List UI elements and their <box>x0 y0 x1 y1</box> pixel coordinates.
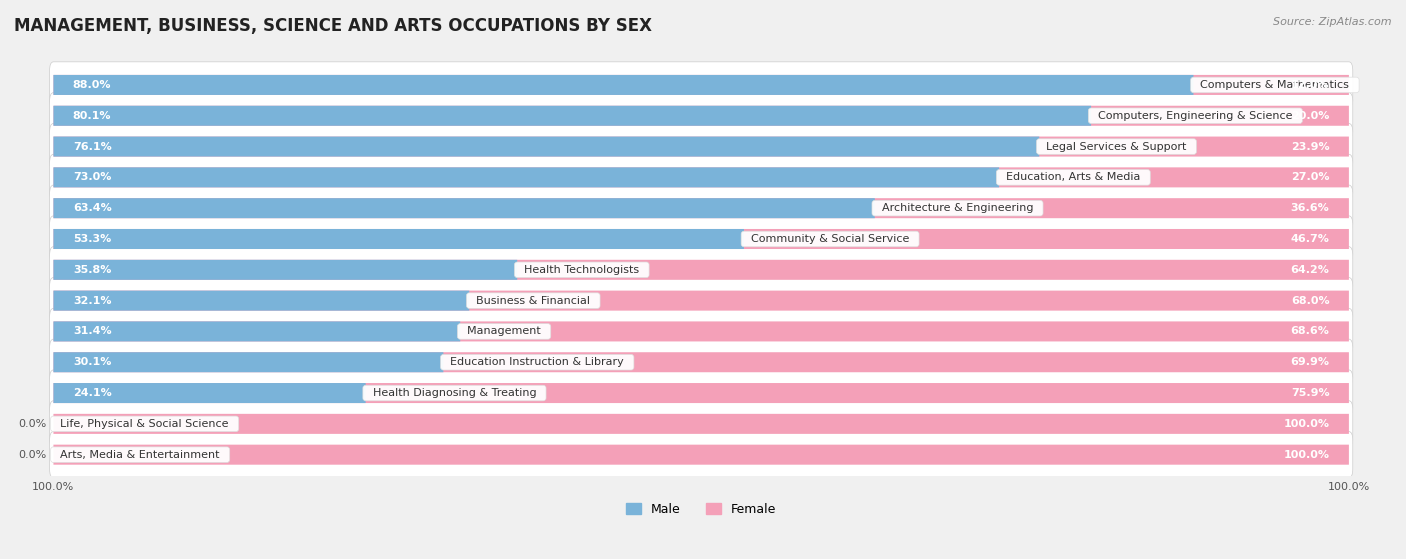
Text: Business & Financial: Business & Financial <box>470 296 598 306</box>
Text: 53.3%: 53.3% <box>73 234 111 244</box>
FancyBboxPatch shape <box>53 352 1348 372</box>
Text: 20.0%: 20.0% <box>1291 111 1330 121</box>
Legend: Male, Female: Male, Female <box>621 498 782 520</box>
Text: Computers, Engineering & Science: Computers, Engineering & Science <box>1091 111 1299 121</box>
FancyBboxPatch shape <box>53 444 1348 465</box>
FancyBboxPatch shape <box>53 383 1348 403</box>
Text: Computers & Mathematics: Computers & Mathematics <box>1194 80 1357 90</box>
Text: 75.9%: 75.9% <box>1291 388 1330 398</box>
Text: 24.1%: 24.1% <box>73 388 111 398</box>
Text: 88.0%: 88.0% <box>73 80 111 90</box>
Text: 64.2%: 64.2% <box>1291 265 1330 275</box>
Text: Health Technologists: Health Technologists <box>517 265 647 275</box>
Text: Education, Arts & Media: Education, Arts & Media <box>1000 172 1147 182</box>
FancyBboxPatch shape <box>49 216 1353 262</box>
Text: Management: Management <box>460 326 548 337</box>
FancyBboxPatch shape <box>53 198 875 218</box>
Text: 80.1%: 80.1% <box>73 111 111 121</box>
Text: 12.0%: 12.0% <box>1291 80 1330 90</box>
FancyBboxPatch shape <box>49 370 1353 416</box>
Text: 30.1%: 30.1% <box>73 357 111 367</box>
Text: 46.7%: 46.7% <box>1291 234 1330 244</box>
FancyBboxPatch shape <box>49 339 1353 385</box>
Text: MANAGEMENT, BUSINESS, SCIENCE AND ARTS OCCUPATIONS BY SEX: MANAGEMENT, BUSINESS, SCIENCE AND ARTS O… <box>14 17 652 35</box>
FancyBboxPatch shape <box>53 352 443 372</box>
Text: 100.0%: 100.0% <box>1284 449 1330 459</box>
Text: Arts, Media & Entertainment: Arts, Media & Entertainment <box>53 449 226 459</box>
FancyBboxPatch shape <box>53 75 1348 95</box>
Text: 100.0%: 100.0% <box>1284 419 1330 429</box>
FancyBboxPatch shape <box>53 260 517 280</box>
Text: 69.9%: 69.9% <box>1291 357 1330 367</box>
FancyBboxPatch shape <box>53 321 460 342</box>
FancyBboxPatch shape <box>53 106 1348 126</box>
FancyBboxPatch shape <box>53 75 1194 95</box>
FancyBboxPatch shape <box>53 106 1091 126</box>
Text: Education Instruction & Library: Education Instruction & Library <box>443 357 631 367</box>
FancyBboxPatch shape <box>53 414 1348 434</box>
FancyBboxPatch shape <box>53 229 1348 249</box>
FancyBboxPatch shape <box>53 198 1348 218</box>
Text: Legal Services & Support: Legal Services & Support <box>1039 141 1194 151</box>
FancyBboxPatch shape <box>53 291 1348 311</box>
FancyBboxPatch shape <box>49 93 1353 139</box>
Text: 32.1%: 32.1% <box>73 296 111 306</box>
Text: Life, Physical & Social Science: Life, Physical & Social Science <box>53 419 236 429</box>
Text: 76.1%: 76.1% <box>73 141 111 151</box>
FancyBboxPatch shape <box>49 432 1353 478</box>
Text: Architecture & Engineering: Architecture & Engineering <box>875 203 1040 213</box>
Text: 68.0%: 68.0% <box>1291 296 1330 306</box>
Text: 63.4%: 63.4% <box>73 203 111 213</box>
Text: 23.9%: 23.9% <box>1291 141 1330 151</box>
FancyBboxPatch shape <box>49 247 1353 293</box>
FancyBboxPatch shape <box>49 124 1353 170</box>
Text: 0.0%: 0.0% <box>18 419 46 429</box>
Text: 73.0%: 73.0% <box>73 172 111 182</box>
Text: 68.6%: 68.6% <box>1291 326 1330 337</box>
FancyBboxPatch shape <box>49 401 1353 447</box>
Text: 27.0%: 27.0% <box>1291 172 1330 182</box>
Text: 0.0%: 0.0% <box>18 449 46 459</box>
FancyBboxPatch shape <box>53 321 1348 342</box>
Text: Health Diagnosing & Treating: Health Diagnosing & Treating <box>366 388 543 398</box>
Text: 36.6%: 36.6% <box>1291 203 1330 213</box>
FancyBboxPatch shape <box>49 154 1353 201</box>
FancyBboxPatch shape <box>53 260 1348 280</box>
FancyBboxPatch shape <box>53 167 1348 187</box>
FancyBboxPatch shape <box>53 167 1000 187</box>
FancyBboxPatch shape <box>49 62 1353 108</box>
FancyBboxPatch shape <box>53 229 744 249</box>
FancyBboxPatch shape <box>53 136 1039 157</box>
FancyBboxPatch shape <box>53 136 1348 157</box>
Text: Community & Social Service: Community & Social Service <box>744 234 917 244</box>
FancyBboxPatch shape <box>53 383 366 403</box>
Text: Source: ZipAtlas.com: Source: ZipAtlas.com <box>1274 17 1392 27</box>
FancyBboxPatch shape <box>49 185 1353 231</box>
FancyBboxPatch shape <box>49 277 1353 324</box>
Text: 35.8%: 35.8% <box>73 265 111 275</box>
FancyBboxPatch shape <box>53 291 470 311</box>
FancyBboxPatch shape <box>49 309 1353 354</box>
Text: 31.4%: 31.4% <box>73 326 111 337</box>
